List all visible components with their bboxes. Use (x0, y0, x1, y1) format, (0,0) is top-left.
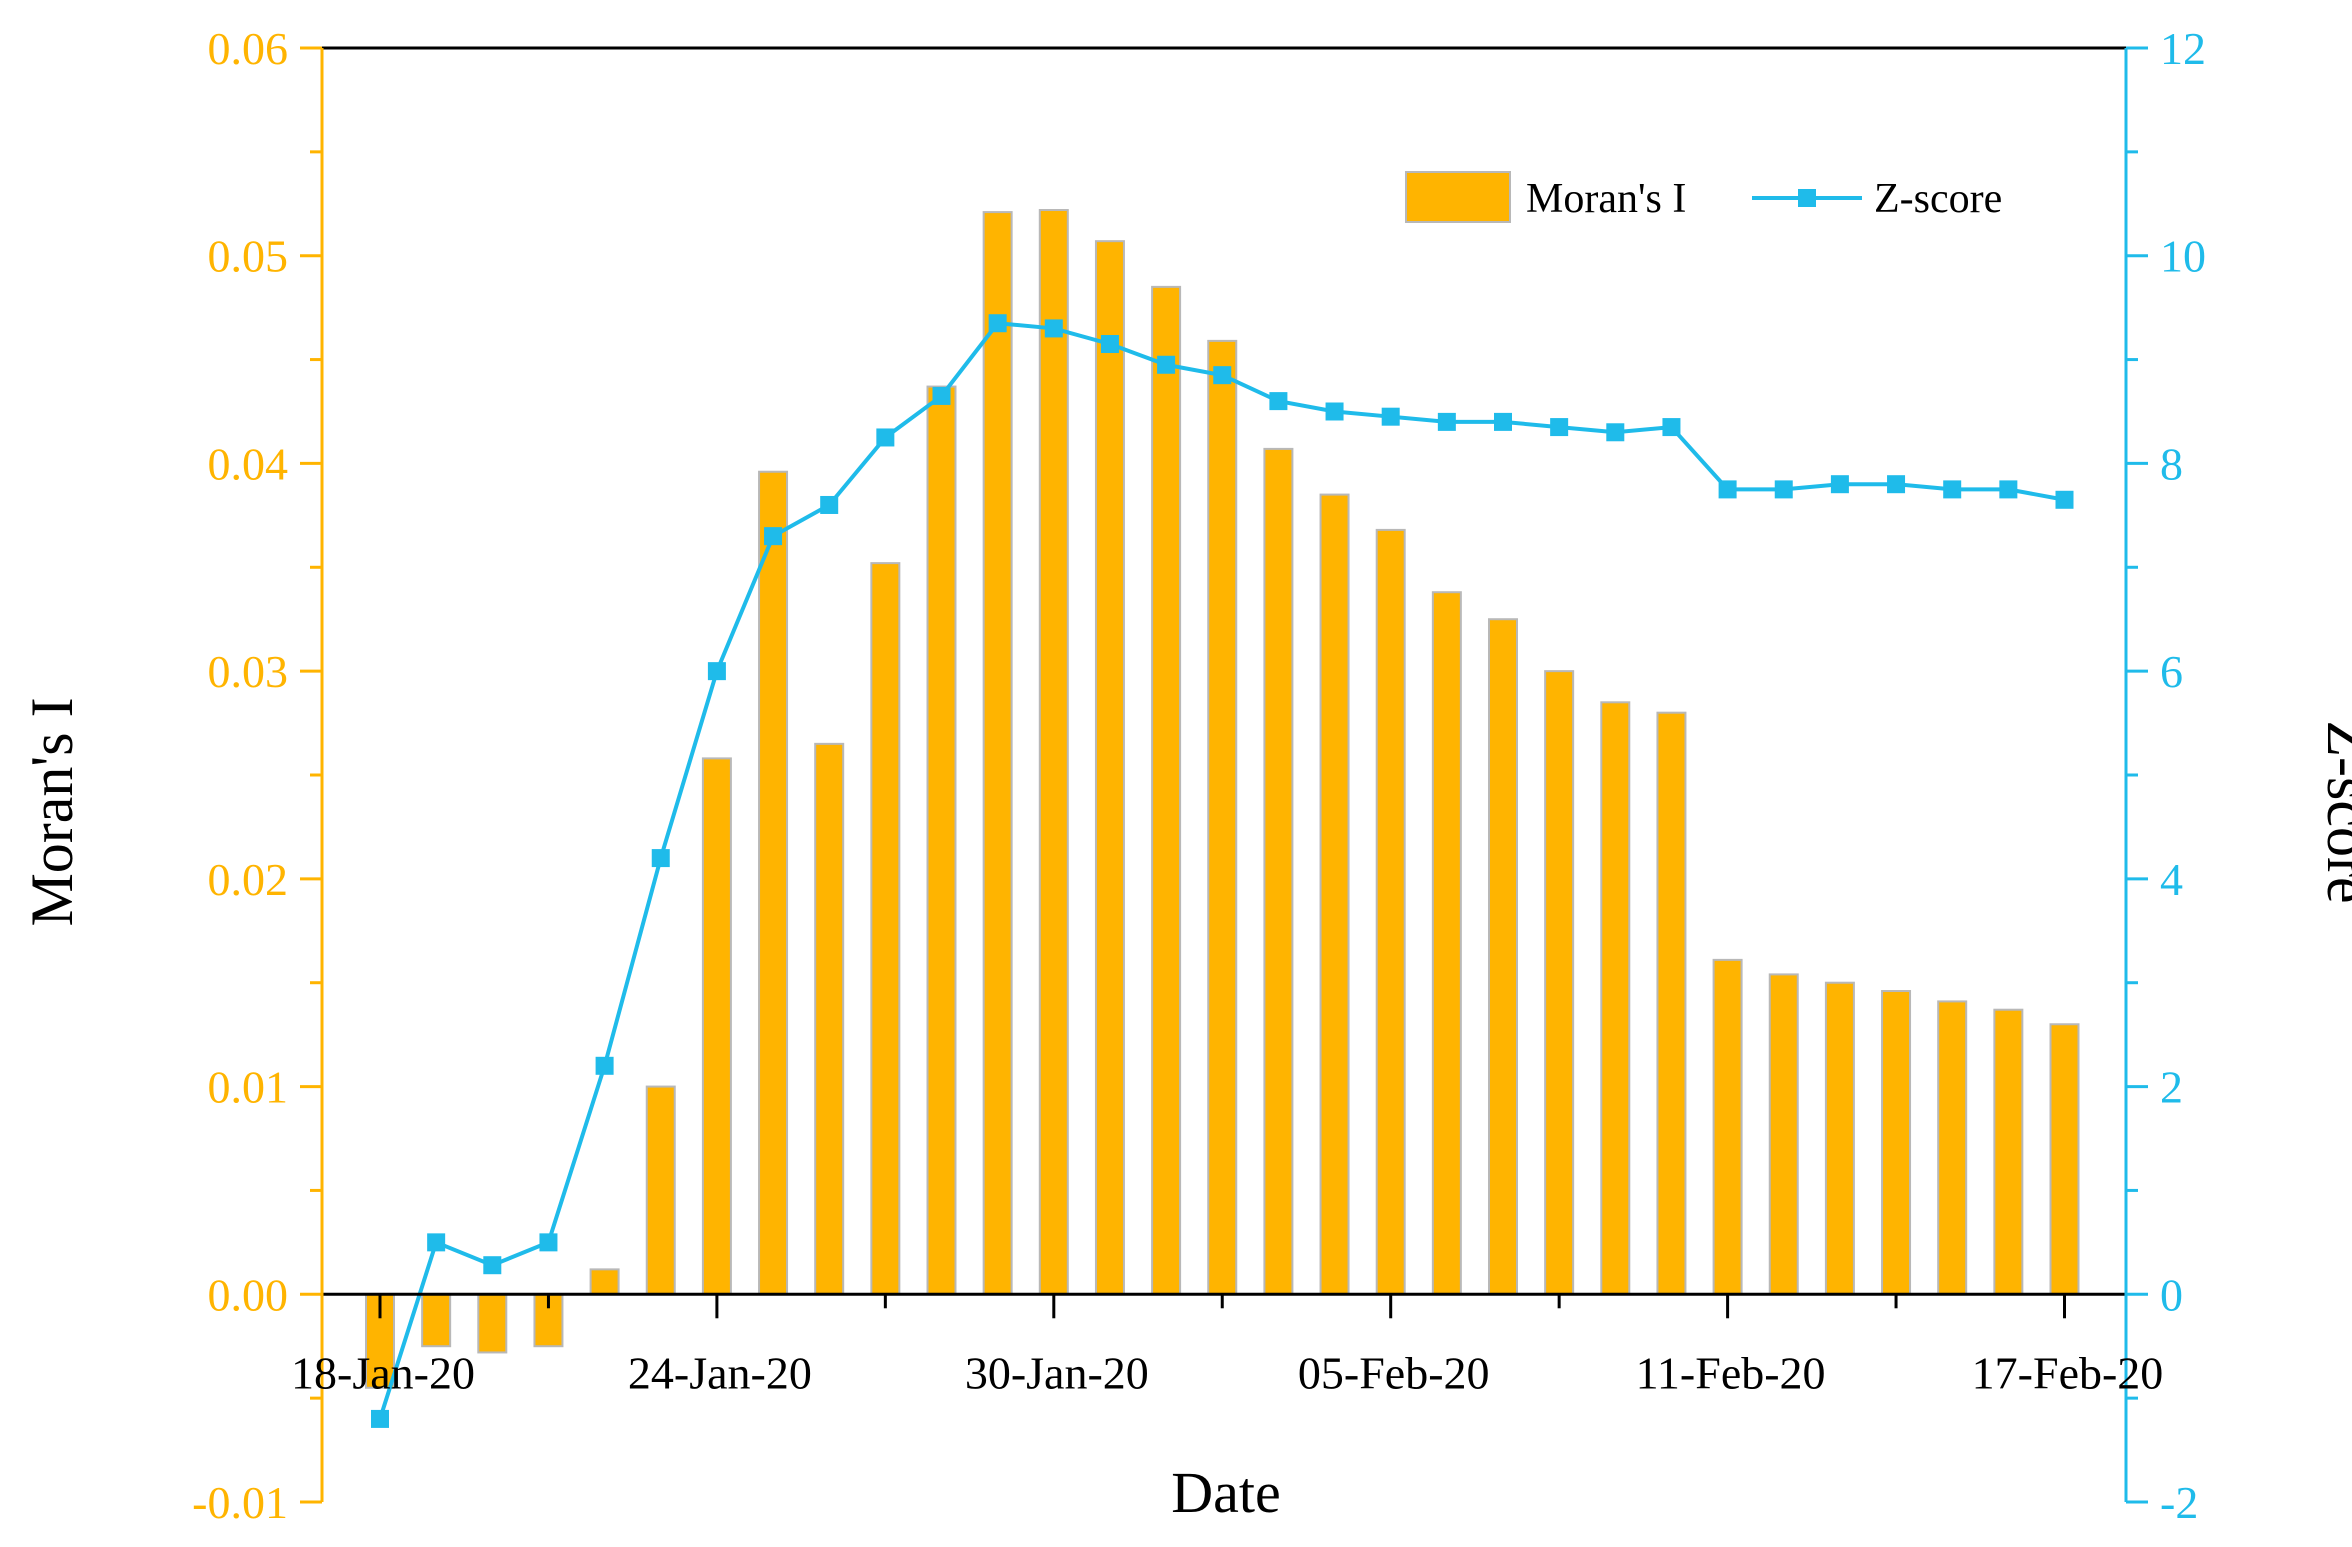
bar (477, 1293, 508, 1354)
z-score-point (1044, 319, 1063, 338)
z-score-point (651, 849, 670, 868)
z-score-point (1157, 355, 1176, 374)
left-axis-title: Moran's I (19, 697, 85, 926)
z-score-point (1718, 480, 1737, 499)
z-score-point (707, 662, 726, 681)
bar (1431, 591, 1462, 1296)
z-score-point (1437, 412, 1456, 431)
bar (421, 1293, 452, 1348)
bar (982, 211, 1013, 1296)
z-score-point (764, 527, 783, 546)
bar (1375, 528, 1406, 1296)
bar (1768, 973, 1799, 1296)
legend-marker-z-score (1798, 189, 1816, 207)
z-score-point (1381, 407, 1400, 426)
bar (701, 757, 732, 1296)
z-score-point (988, 314, 1007, 333)
bar (1824, 981, 1855, 1296)
z-score-point (820, 495, 839, 514)
x-tick-label: 18-Jan-20 (291, 1347, 475, 1398)
z-score-point (1830, 475, 1849, 494)
bar (1544, 670, 1575, 1296)
right-tick-label: 2 (2160, 1062, 2183, 1113)
z-score-point (1606, 423, 1625, 442)
z-score-point (1550, 418, 1569, 437)
z-score-point (1887, 475, 1906, 494)
bar (814, 742, 845, 1296)
z-score-point (1999, 480, 2018, 499)
left-tick-label: 0.06 (208, 23, 289, 74)
legend-label-z-score: Z-score (1874, 176, 2002, 222)
left-tick-label: 0.02 (208, 854, 289, 905)
z-score-point (1662, 418, 1681, 437)
bar (926, 385, 957, 1296)
bar (1488, 618, 1518, 1296)
bar (1937, 1000, 1968, 1296)
z-score-point (595, 1056, 614, 1075)
x-axis-title: Date (1171, 1460, 1281, 1525)
left-tick-label: 0.03 (208, 646, 289, 697)
bar (1038, 209, 1069, 1296)
legend-label-morans-i: Moran's I (1526, 176, 1686, 222)
right-tick-label: 8 (2160, 438, 2183, 489)
bar (1881, 990, 1912, 1296)
bar (1207, 339, 1238, 1296)
z-score-point (1325, 402, 1344, 421)
z-score-point (427, 1233, 446, 1252)
bar (1712, 958, 1743, 1296)
right-tick-label: 12 (2160, 23, 2206, 74)
bar (1263, 447, 1294, 1296)
bar (1656, 711, 1687, 1296)
z-score-point (1100, 334, 1119, 353)
z-score-point (371, 1409, 389, 1428)
z-score-point (1494, 412, 1512, 431)
right-tick-label: 0 (2160, 1269, 2183, 1320)
z-score-point (483, 1256, 502, 1275)
x-tick-label: 11-Feb-20 (1636, 1347, 1826, 1398)
bar (645, 1085, 676, 1296)
z-score-point (2055, 490, 2074, 509)
x-tick-label: 17-Feb-20 (1972, 1347, 2164, 1398)
bar (1600, 701, 1631, 1296)
z-score-point (539, 1233, 558, 1252)
z-score-point (932, 386, 951, 405)
z-score-point (1269, 392, 1288, 411)
bar (1094, 240, 1125, 1296)
bar (870, 562, 901, 1296)
z-score-point (1943, 480, 1962, 499)
bar (1319, 493, 1350, 1296)
x-tick-label: 05-Feb-20 (1298, 1347, 1490, 1398)
legend-swatch-morans-i (1405, 171, 1511, 223)
right-tick-label: 6 (2160, 646, 2183, 697)
right-axis-title: Z-score (2315, 720, 2352, 903)
z-score-point (1213, 366, 1232, 385)
right-tick-label: 4 (2160, 854, 2183, 905)
bar (1151, 285, 1182, 1296)
bar (1993, 1008, 2024, 1296)
left-tick-label: 0.04 (208, 438, 289, 489)
z-score-point (1774, 480, 1793, 499)
right-tick-label: 10 (2160, 231, 2206, 282)
x-tick-label: 24-Jan-20 (628, 1347, 812, 1398)
left-tick-label: 0.01 (208, 1062, 289, 1113)
z-score-point (876, 428, 895, 447)
left-tick-label: 0.00 (208, 1269, 289, 1320)
bar (758, 470, 789, 1296)
x-tick-label: 30-Jan-20 (965, 1347, 1149, 1398)
bar (589, 1268, 620, 1296)
bar (2049, 1023, 2080, 1296)
left-tick-label: -0.01 (192, 1477, 288, 1528)
right-tick-label: -2 (2160, 1477, 2198, 1528)
left-tick-label: 0.05 (208, 231, 289, 282)
